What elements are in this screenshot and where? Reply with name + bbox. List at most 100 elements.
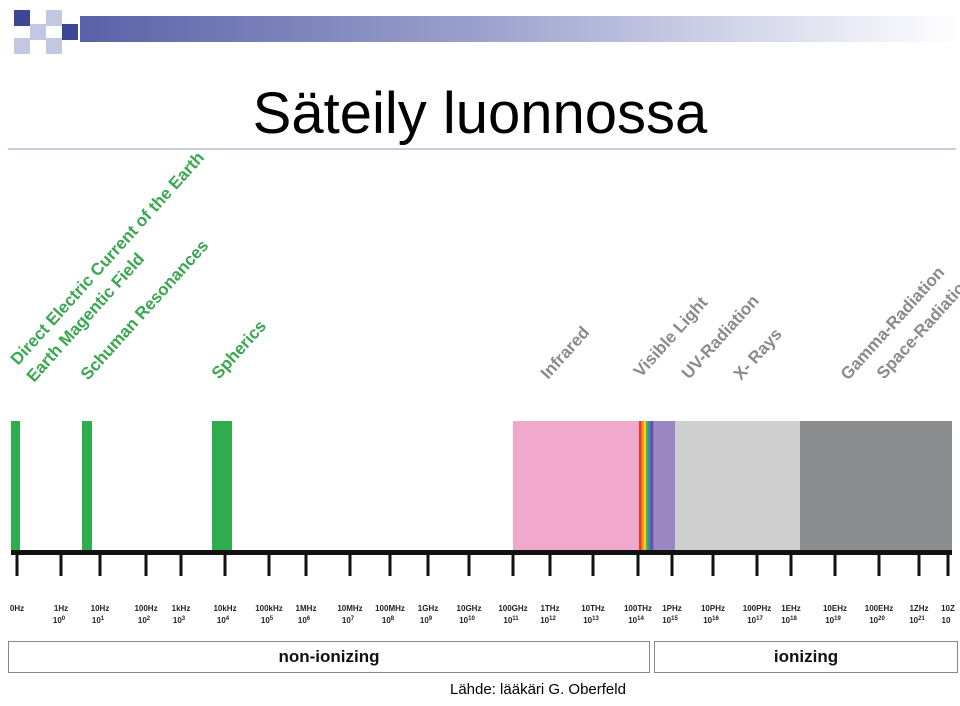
tick-exponent-label: 1015 bbox=[662, 616, 678, 625]
axis-tick bbox=[98, 555, 102, 576]
band-infrared bbox=[513, 421, 639, 551]
axis-tick bbox=[877, 555, 881, 576]
tick-exponent-label: 1021 bbox=[909, 616, 925, 625]
tick-frequency-label: 1THz bbox=[540, 604, 559, 613]
tick-frequency-label: 10PHz bbox=[701, 604, 725, 613]
axis-line bbox=[11, 550, 952, 555]
tick-exponent-label: 1018 bbox=[781, 616, 797, 625]
title-divider bbox=[8, 148, 956, 150]
tick-exponent-label: 103 bbox=[173, 616, 186, 625]
tick-exponent-label: 1010 bbox=[459, 616, 475, 625]
tick-frequency-label: 100kHz bbox=[255, 604, 283, 613]
band-visible-light-stripe bbox=[646, 421, 649, 551]
page-title: Säteily luonnossa bbox=[252, 81, 708, 146]
axis-tick bbox=[426, 555, 430, 576]
band-visible-light-stripe bbox=[650, 421, 654, 551]
tick-frequency-label: 0Hz bbox=[10, 604, 24, 613]
band-label: Spherics bbox=[208, 317, 270, 383]
header-square bbox=[14, 38, 30, 54]
ionizing-box: ionizing bbox=[654, 641, 958, 673]
header-square bbox=[46, 10, 62, 26]
band-visible-light-stripe bbox=[641, 421, 644, 551]
tick-exponent-label: 102 bbox=[138, 616, 151, 625]
axis-tick bbox=[670, 555, 674, 576]
band-visible-light-stripe bbox=[639, 421, 642, 551]
axis-tick bbox=[223, 555, 227, 576]
axis-tick bbox=[917, 555, 921, 576]
band-labels: Direct Electric Current of the EarthEart… bbox=[7, 150, 960, 386]
band-uv bbox=[653, 421, 675, 551]
tick-exponent-label: 100 bbox=[53, 616, 66, 625]
tick-exponent-label: 1017 bbox=[747, 616, 763, 625]
tick-frequency-label: 10kHz bbox=[213, 604, 236, 613]
axis-tick bbox=[548, 555, 552, 576]
axis-tick bbox=[144, 555, 148, 576]
band-spherics bbox=[212, 421, 232, 551]
tick-frequency-label: 1ZHz bbox=[909, 604, 928, 613]
tick-frequency-label: 10Z bbox=[941, 604, 955, 613]
tick-exponent-label: 109 bbox=[420, 616, 433, 625]
tick-frequency-label: 100PHz bbox=[743, 604, 771, 613]
tick-exponent-label: 1016 bbox=[703, 616, 719, 625]
tick-exponent-label: 1013 bbox=[583, 616, 599, 625]
tick-frequency-label: 1GHz bbox=[418, 604, 438, 613]
header-square bbox=[46, 38, 62, 54]
ionizing-label: ionizing bbox=[773, 647, 839, 666]
axis-tick bbox=[755, 555, 759, 576]
axis-tick bbox=[711, 555, 715, 576]
axis-tick bbox=[789, 555, 793, 576]
tick-exponent-label: 1011 bbox=[503, 616, 519, 625]
band-label: X- Rays bbox=[730, 325, 786, 384]
axis-tick bbox=[511, 555, 515, 576]
band-gamma bbox=[800, 421, 952, 551]
axis-tick bbox=[467, 555, 471, 576]
non-ionizing-label: non-ionizing bbox=[278, 647, 380, 666]
tick-exponent-label: 108 bbox=[382, 616, 395, 625]
tick-frequency-label: 100GHz bbox=[498, 604, 527, 613]
axis-tick bbox=[59, 555, 63, 576]
axis-tick bbox=[304, 555, 308, 576]
source-caption: Lähde: lääkäri G. Oberfeld bbox=[450, 681, 626, 698]
axis-tick bbox=[833, 555, 837, 576]
band-schumann bbox=[82, 421, 92, 551]
frequency-axis: 0Hz 1Hz 100 10Hz 101 100Hz 102 1kHz 103 10kHz 104 1… bbox=[10, 550, 955, 625]
header-square bbox=[14, 10, 30, 26]
axis-tick bbox=[946, 555, 950, 576]
tick-exponent-label: 1012 bbox=[540, 616, 556, 625]
axis-tick bbox=[267, 555, 271, 576]
axis-tick bbox=[179, 555, 183, 576]
tick-frequency-label: 1kHz bbox=[172, 604, 191, 613]
tick-exponent-label: 104 bbox=[217, 616, 230, 625]
axis-tick bbox=[15, 555, 19, 576]
tick-frequency-label: 10GHz bbox=[457, 604, 482, 613]
tick-frequency-label: 1Hz bbox=[54, 604, 68, 613]
frequency-spectrum-diagram: Direct Electric Current of the EarthEart… bbox=[7, 150, 960, 625]
tick-exponent-label: 105 bbox=[261, 616, 274, 625]
non-ionizing-box: non-ionizing bbox=[8, 641, 650, 673]
band-earth-dc bbox=[11, 421, 20, 551]
tick-frequency-label: 1EHz bbox=[781, 604, 801, 613]
axis-tick bbox=[388, 555, 392, 576]
band-visible-light-stripe bbox=[643, 421, 647, 551]
tick-exponent-label: 1020 bbox=[869, 616, 885, 625]
spectrum-bands bbox=[11, 421, 952, 551]
axis-tick bbox=[348, 555, 352, 576]
band-label: Infrared bbox=[537, 323, 593, 383]
tick-frequency-label: 10Hz bbox=[91, 604, 110, 613]
tick-frequency-label: 10MHz bbox=[337, 604, 362, 613]
tick-frequency-label: 10THz bbox=[581, 604, 605, 613]
axis-tick bbox=[591, 555, 595, 576]
tick-exponent-label: 10 bbox=[942, 616, 951, 625]
tick-frequency-label: 1MHz bbox=[296, 604, 317, 613]
tick-exponent-label: 1014 bbox=[628, 616, 644, 625]
tick-frequency-label: 10EHz bbox=[823, 604, 847, 613]
header-square bbox=[30, 24, 46, 40]
header-gradient-strip bbox=[80, 16, 960, 42]
tick-exponent-label: 107 bbox=[342, 616, 355, 625]
tick-exponent-label: 106 bbox=[298, 616, 311, 625]
header-square bbox=[62, 24, 78, 40]
band-xray bbox=[675, 421, 800, 551]
tick-frequency-label: 100EHz bbox=[865, 604, 893, 613]
tick-exponent-label: 1019 bbox=[825, 616, 841, 625]
tick-frequency-label: 100THz bbox=[624, 604, 652, 613]
